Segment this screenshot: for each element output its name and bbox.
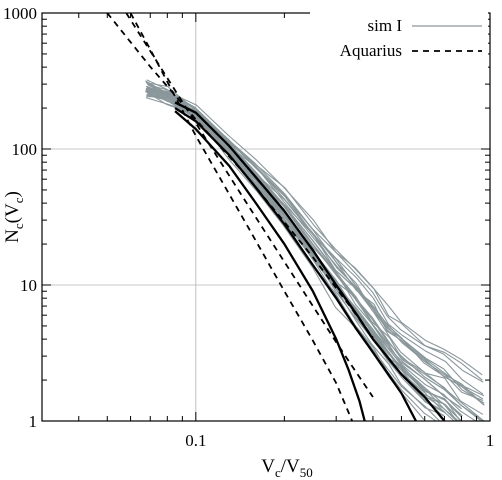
legend: sim I Aquarius bbox=[310, 10, 488, 70]
grid bbox=[42, 13, 490, 421]
x-tick-label: 0.1 bbox=[185, 431, 206, 450]
series-lines bbox=[106, 13, 484, 421]
y-tick-label: 100 bbox=[12, 140, 38, 159]
sim-median-line bbox=[174, 101, 446, 421]
sim-curve bbox=[146, 90, 460, 421]
tick-labels: 0.1 1 1 10 100 1000 bbox=[3, 4, 494, 450]
sim-curve bbox=[145, 88, 438, 421]
sim-curve bbox=[147, 85, 425, 421]
aquarius-line bbox=[129, 13, 353, 421]
y-axis-label: Nc(Vc) bbox=[2, 191, 26, 243]
x-tick-label: 1 bbox=[486, 431, 495, 450]
sim-curve bbox=[145, 80, 483, 381]
sim-curve bbox=[146, 94, 485, 397]
y-tick-label: 1000 bbox=[3, 4, 37, 23]
y-tick-label: 1 bbox=[29, 412, 38, 431]
legend-label-sim: sim I bbox=[368, 16, 403, 35]
sim-median-line bbox=[174, 110, 366, 421]
plot-frame bbox=[41, 12, 491, 422]
y-tick-label: 10 bbox=[20, 276, 37, 295]
sim-curve bbox=[147, 93, 461, 421]
legend-label-aquarius: Aquarius bbox=[340, 41, 402, 60]
aquarius-line bbox=[106, 13, 374, 339]
sim-curve bbox=[145, 91, 458, 421]
sim-curve bbox=[145, 87, 483, 376]
sim-curve bbox=[147, 82, 477, 421]
x-axis-label: Vc/V50 bbox=[261, 456, 313, 480]
sim-curve bbox=[145, 91, 461, 408]
sim-median-line bbox=[174, 107, 417, 421]
sim-curve bbox=[145, 90, 484, 395]
